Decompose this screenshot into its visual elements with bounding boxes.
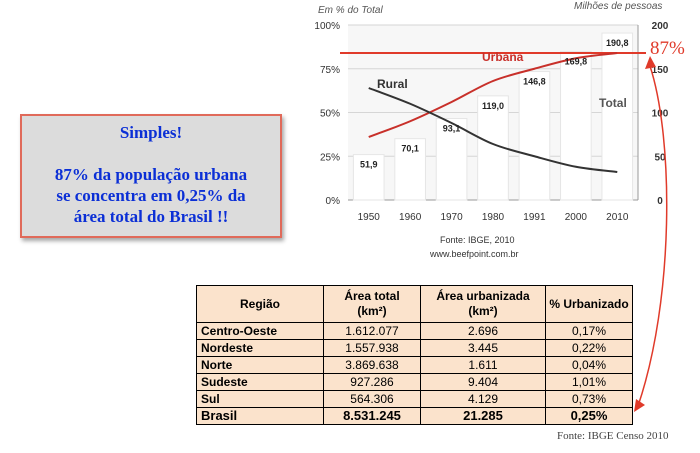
- table-row: Nordeste 1.557.938 3.445 0,22%: [196, 339, 633, 357]
- header-area-urb-label: Área urbanizada: [436, 289, 530, 303]
- right-axis-title: Milhões de pessoas: [574, 1, 662, 12]
- left-tick-label: 25%: [320, 152, 340, 163]
- callout-line-2: 87% da população urbana: [54, 165, 248, 184]
- callout-box: Simples! 87% da população urbana se conc…: [20, 114, 282, 238]
- header-pct-urbanizado: % Urbanizado: [545, 285, 633, 323]
- table-row: Sudeste 927.286 9.404 1,01%: [196, 373, 633, 391]
- left-tick-label: 0%: [326, 196, 341, 207]
- header-area-total: Área total (km²): [323, 285, 421, 323]
- row-pct: 0,17%: [545, 322, 633, 340]
- row-pct: 0,22%: [545, 339, 633, 357]
- table-row: Centro-Oeste 1.612.077 2.696 0,17%: [196, 322, 633, 340]
- bar-total: [518, 71, 551, 201]
- pointer-arrow: [634, 56, 668, 412]
- bar-value-label: 119,0: [482, 101, 504, 111]
- total-name: Brasil: [196, 407, 324, 425]
- bar-value-label: 169,8: [565, 56, 588, 66]
- bar-value-label: 93,1: [443, 124, 461, 134]
- bar-value-label: 190,8: [606, 38, 629, 48]
- callout-line-4: área total do Brasil !!: [73, 207, 229, 226]
- region-table: Região Área total (km²) Área urbanizada (k…: [196, 285, 633, 425]
- header-area-urbanizada: Área urbanizada (km²): [420, 285, 546, 323]
- bar-value-label: 70,1: [401, 144, 419, 154]
- left-tick-label: 50%: [320, 109, 340, 120]
- series-label-rural: Rural: [377, 77, 408, 91]
- annotation-87-label: 87%: [650, 38, 685, 59]
- row-area-urb: 1.611: [420, 356, 546, 374]
- bar-total: [560, 50, 592, 201]
- right-tick-label: 50: [654, 152, 666, 163]
- bar-total: [394, 138, 426, 201]
- table-row: Norte 3.869.638 1.611 0,04%: [196, 356, 633, 374]
- left-tick-label: 100%: [314, 21, 340, 32]
- table-row: Sul 564.306 4.129 0,73%: [196, 390, 633, 408]
- total-area-total: 8.531.245: [323, 407, 421, 425]
- row-name: Norte: [196, 356, 324, 374]
- row-area-total: 927.286: [323, 373, 421, 391]
- line-rural: [368, 87, 618, 173]
- header-area-total-label: Área total: [344, 289, 400, 303]
- x-tick-label: 1980: [482, 212, 505, 223]
- row-area-total: 1.612.077: [323, 322, 421, 340]
- bar-value-label: 51,9: [360, 160, 378, 170]
- x-tick-label: 1991: [523, 212, 546, 223]
- total-pct: 0,25%: [545, 407, 633, 425]
- row-area-total: 3.869.638: [323, 356, 421, 374]
- line-urbana: [368, 52, 618, 138]
- chart-website: www.beefpoint.com.br: [429, 249, 519, 259]
- footer-source: Fonte: IBGE Censo 2010: [557, 430, 669, 442]
- row-pct: 0,04%: [545, 356, 633, 374]
- callout-title: Simples!: [119, 123, 183, 142]
- row-area-urb: 2.696: [420, 322, 546, 340]
- row-name: Centro-Oeste: [196, 322, 324, 340]
- row-area-total: 1.557.938: [323, 339, 421, 357]
- chart-source: Fonte: IBGE, 2010: [440, 235, 515, 245]
- x-tick-label: 1950: [358, 212, 381, 223]
- x-tick-label: 2010: [606, 212, 629, 223]
- table-header-row: Região Área total (km²) Área urbanizada (k…: [196, 285, 633, 323]
- callout-line-3: se concentra em 0,25% da: [56, 186, 246, 205]
- x-tick-label: 2000: [565, 212, 588, 223]
- bar-value-label: 146,8: [523, 77, 546, 87]
- left-axis-title: Em % do Total: [318, 5, 383, 16]
- row-pct: 1,01%: [545, 373, 633, 391]
- row-area-urb: 3.445: [420, 339, 546, 357]
- row-pct: 0,73%: [545, 390, 633, 408]
- header-area-total-unit: (km²): [357, 304, 387, 318]
- x-tick-label: 1970: [440, 212, 463, 223]
- row-area-urb: 4.129: [420, 390, 546, 408]
- row-name: Sul: [196, 390, 324, 408]
- right-tick-label: 150: [652, 65, 669, 76]
- series-label-total: Total: [599, 96, 627, 110]
- series-label-urbana: Urbana: [482, 50, 524, 64]
- row-area-total: 564.306: [323, 390, 421, 408]
- table-total-row: Brasil 8.531.245 21.285 0,25%: [196, 407, 633, 425]
- row-area-urb: 9.404: [420, 373, 546, 391]
- bar-total: [435, 118, 468, 201]
- row-name: Sudeste: [196, 373, 324, 391]
- right-tick-label: 200: [652, 21, 669, 32]
- right-tick-label: 0: [657, 196, 663, 207]
- left-tick-label: 75%: [320, 65, 340, 76]
- x-tick-label: 1960: [399, 212, 422, 223]
- row-name: Nordeste: [196, 339, 324, 357]
- header-area-urb-unit: (km²): [468, 304, 498, 318]
- header-regiao: Região: [196, 285, 324, 323]
- bar-total: [352, 154, 385, 201]
- total-area-urb: 21.285: [420, 407, 546, 425]
- bar-total: [601, 32, 634, 201]
